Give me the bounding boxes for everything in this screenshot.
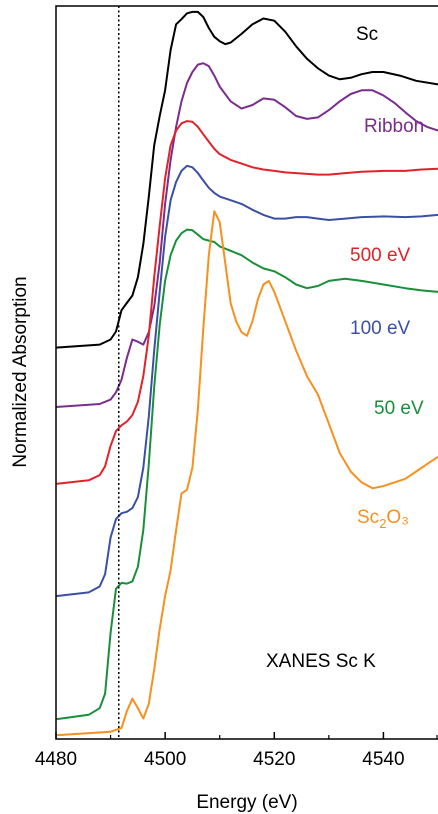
- series-labels: Sc Ribbon 500 eV 100 eV 50 eV Sc2O₃: [350, 24, 424, 531]
- series-line-1: [55, 62, 438, 408]
- xanes-annotation: XANES Sc K: [266, 651, 376, 672]
- x-tick-label-1: 4500: [144, 749, 186, 770]
- series-label-3: 100 eV: [350, 318, 411, 339]
- series-label-5: Sc2O₃: [357, 507, 409, 531]
- series-line-3: [55, 164, 438, 598]
- series-line-2: [55, 120, 438, 485]
- x-axis-ticks: 4480 4500 4520 4540: [35, 732, 438, 770]
- x-tick-label-3: 4540: [362, 749, 404, 770]
- series-label-4: 50 eV: [374, 398, 424, 419]
- x-tick-label-0: 4480: [35, 749, 77, 770]
- series-label-2: 500 eV: [350, 245, 411, 266]
- plot-frame: [55, 5, 438, 740]
- series-line-5: [55, 210, 438, 737]
- y-axis-title: Normalized Absorption: [10, 276, 31, 467]
- series-line-0: [55, 10, 438, 349]
- series-line-4: [55, 228, 438, 721]
- series-label-1: Ribbon: [364, 116, 424, 137]
- x-tick-label-2: 4520: [253, 749, 295, 770]
- curves-layer: [55, 10, 438, 737]
- x-axis-title: Energy (eV): [196, 792, 297, 813]
- series-label-0: Sc: [356, 24, 378, 45]
